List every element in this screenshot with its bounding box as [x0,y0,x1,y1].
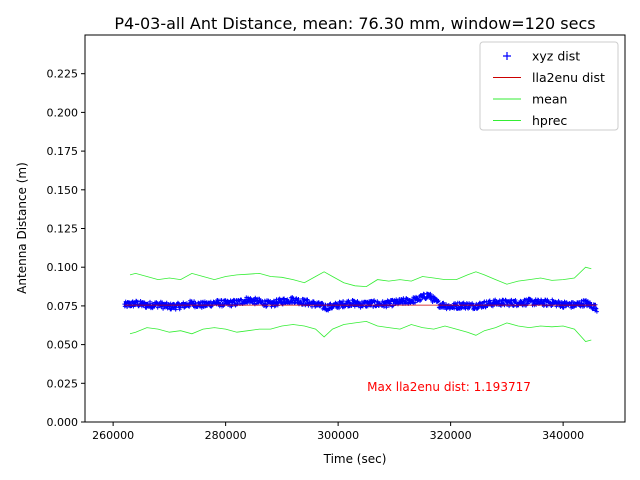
y-tick-label: 0.150 [47,184,79,197]
chart-title: P4-03-all Ant Distance, mean: 76.30 mm, … [114,14,595,33]
max-annotation: Max lla2enu dist: 1.193717 [367,380,531,394]
legend-box [479,41,619,131]
x-tick-label: 280000 [205,429,247,442]
legend-label: hprec [532,113,567,128]
x-tick-label: 340000 [542,429,584,442]
plot-area-frame [84,34,626,423]
y-tick-label: 0.050 [47,339,79,352]
y-tick-label: 0.225 [47,68,79,81]
data-layer [122,266,599,342]
y-axis-label: Antenna Distance (m) [15,162,29,294]
y-tick-label: 0.075 [47,300,79,313]
legend-marker [503,52,511,60]
legend-label: mean [532,92,567,107]
x-tick-label: 260000 [92,429,134,442]
y-tick-label: 0.025 [47,377,79,390]
y-tick-label: 0.175 [47,145,79,158]
x-tick-label: 300000 [317,429,359,442]
y-tick-label: 0.200 [47,106,79,119]
series-hprec [129,320,592,342]
legend-label: lla2enu dist [532,70,605,85]
legend: xyz dist lla2enu dist mean hprec [479,41,619,131]
y-tick-label: 0.125 [47,223,79,236]
y-tick-label: 0.100 [47,261,79,274]
series-mean [129,266,592,288]
legend-label: xyz dist [532,49,580,64]
axis-layer: 260000 280000 300000 320000 340000 0.000 0.025… [47,68,585,442]
y-tick-label: 0.000 [47,416,79,429]
x-tick-label: 320000 [430,429,472,442]
x-axis-label: Time (sec) [323,452,387,466]
